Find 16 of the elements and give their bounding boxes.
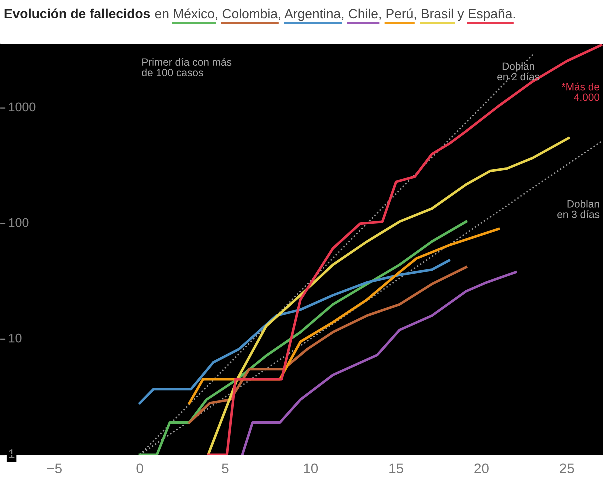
x-tick-label: 10 bbox=[304, 464, 318, 474]
annotation: *Más de 4.000 bbox=[562, 82, 600, 102]
y-tick-label: 100 bbox=[9, 218, 29, 228]
annotation: Doblan en 2 días bbox=[498, 62, 540, 81]
x-tick-label: 20 bbox=[474, 464, 489, 474]
x-tick-label: −5 bbox=[47, 464, 62, 474]
annotation: Primer día con más de 100 casos bbox=[142, 58, 232, 76]
x-tick-label: 25 bbox=[560, 464, 574, 474]
x-tick-label: 5 bbox=[222, 464, 229, 474]
chart-title: Evolución de fallecidos bbox=[4, 8, 150, 19]
annotation: Doblan en 3 días bbox=[558, 200, 600, 218]
x-tick-label: 0 bbox=[136, 464, 144, 474]
y-tick-label: 10 bbox=[9, 334, 22, 343]
chart-subtitle: en México, Colombia, Argentina, Chile, Perú, Brasil y España. bbox=[155, 8, 516, 22]
y-tick-label: 1000 bbox=[9, 102, 36, 112]
x-tick-label: 15 bbox=[390, 464, 404, 474]
